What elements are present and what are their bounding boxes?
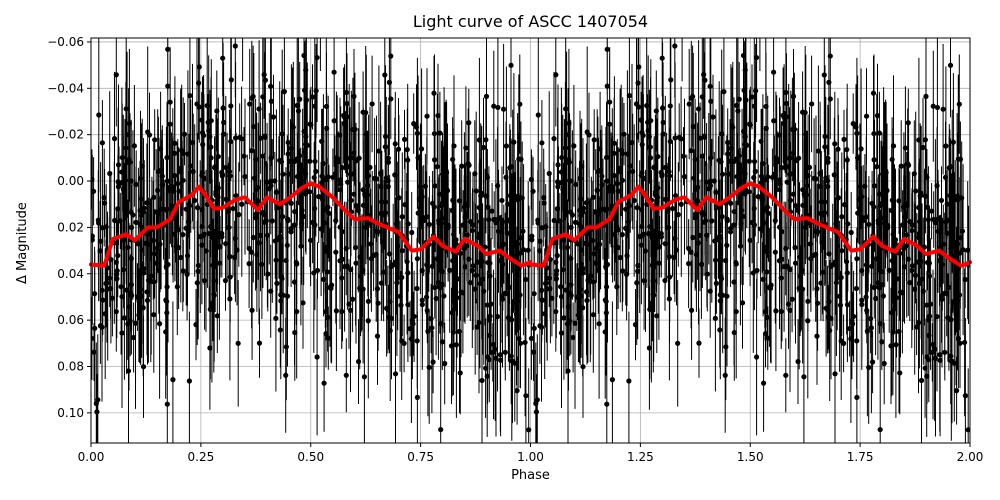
x-tick-label: 2.00 xyxy=(957,450,984,464)
y-tick-label: −0.04 xyxy=(47,81,84,95)
x-tick-label: 1.25 xyxy=(627,450,654,464)
x-tick-label: 0.75 xyxy=(407,450,434,464)
y-tick-label: 0.06 xyxy=(57,313,84,327)
y-tick-label: −0.02 xyxy=(47,128,84,142)
y-tick-label: 0.08 xyxy=(57,359,84,373)
x-tick-label: 0.25 xyxy=(188,450,215,464)
x-axis-label: Phase xyxy=(511,468,550,483)
y-tick-label: 0.10 xyxy=(57,406,84,420)
x-tick-label: 0.50 xyxy=(297,450,324,464)
y-tick-label: 0.04 xyxy=(57,267,84,281)
y-axis-label: Δ Magnitude xyxy=(15,202,30,284)
x-tick-label: 0.00 xyxy=(78,450,105,464)
chart-title: Light curve of ASCC 1407054 xyxy=(412,12,649,31)
y-tick-label: −0.06 xyxy=(47,35,84,49)
binned-mean-curve xyxy=(89,181,972,268)
x-tick-label: 1.00 xyxy=(517,450,544,464)
x-tick-label: 1.75 xyxy=(847,450,874,464)
x-axis-ticks: 0.00 0.25 0.50 0.75 1.00 1.25 1.50 1.75 2.00 xyxy=(78,443,984,464)
x-tick-label: 1.50 xyxy=(737,450,764,464)
y-tick-label: 0.02 xyxy=(57,220,84,234)
y-axis-ticks: −0.06 −0.04 −0.02 0.00 0.02 0.04 0.06 0.08 0.10 xyxy=(47,35,91,420)
y-tick-label: 0.00 xyxy=(57,174,84,188)
